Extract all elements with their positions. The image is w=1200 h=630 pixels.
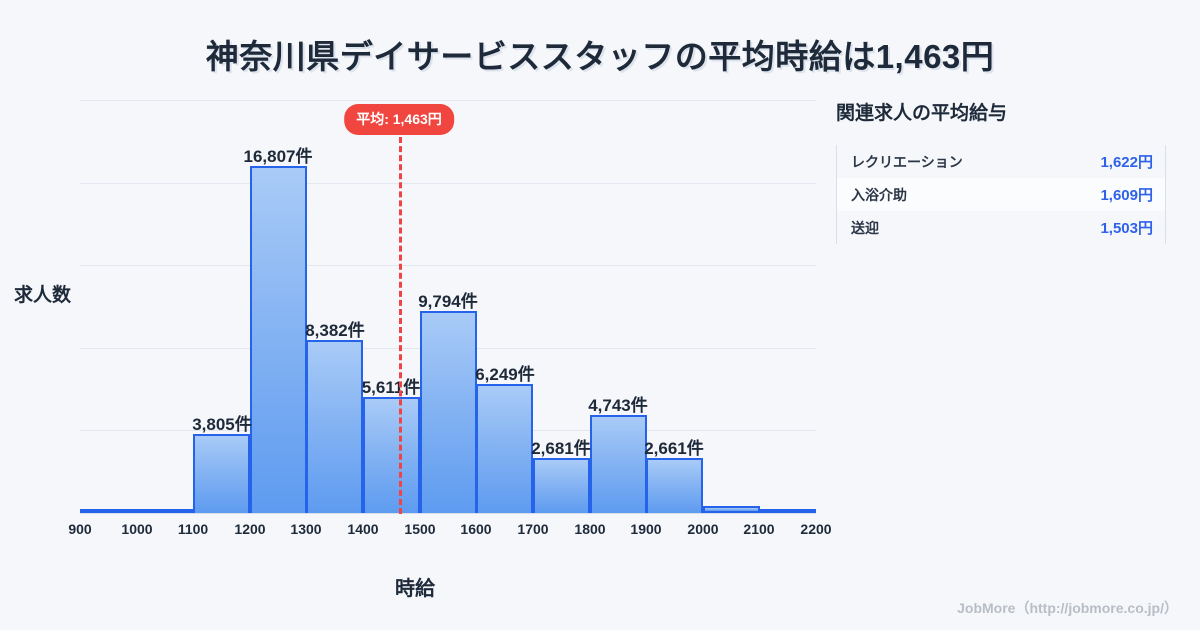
x-axis-tick-label: 1900 — [630, 521, 662, 537]
histogram-bar — [476, 384, 533, 513]
x-axis-tick-label: 1300 — [290, 521, 322, 537]
histogram-bar — [646, 458, 703, 513]
footer-watermark: JobMore（http://jobmore.co.jp/） — [957, 600, 1178, 616]
x-axis-tick-label: 1500 — [404, 521, 436, 537]
x-axis-tick-label: 2200 — [800, 521, 832, 537]
histogram-bar — [193, 434, 250, 513]
x-axis-tick-label: 2000 — [687, 521, 719, 537]
histogram-bar — [533, 458, 590, 513]
bar-value-label: 4,743件 — [588, 396, 648, 415]
x-axis-tick-label: 1100 — [177, 521, 209, 537]
histogram-chart: 3,805件 16,807件 8,382件 5,611件 9,794件 6,249件 2,6… — [14, 100, 832, 600]
related-job-value: 1,609円 — [1100, 187, 1153, 204]
bar-value-label: 8,382件 — [305, 321, 365, 340]
x-axis-tick-label: 1200 — [234, 521, 266, 537]
related-job-value: 1,503円 — [1100, 220, 1153, 237]
related-jobs-panel: 関連求人の平均給与 レクリエーション 1,622円入浴介助 1,609円送迎 1,50… — [836, 98, 1176, 244]
related-job-row[interactable]: 入浴介助 1,609円 — [837, 178, 1165, 211]
related-jobs-heading: 関連求人の平均給与 — [836, 103, 1008, 124]
histogram-bar — [759, 509, 816, 513]
x-axis-tick-label: 1800 — [574, 521, 606, 537]
page-title: 神奈川県デイサービススタッフの平均時給は1,463円 — [205, 38, 995, 75]
histogram-bar — [306, 340, 363, 513]
x-axis-tick-label: 1700 — [517, 521, 549, 537]
x-axis-tick-label: 2100 — [743, 521, 775, 537]
average-line — [399, 128, 402, 514]
gridline — [80, 100, 816, 101]
x-axis-tick-label: 1400 — [347, 521, 379, 537]
x-axis-tick-label: 1600 — [460, 521, 492, 537]
bar-value-label: 2,681件 — [531, 439, 591, 458]
x-axis-title: 時給 — [395, 578, 435, 600]
histogram-bar — [250, 166, 307, 513]
histogram-bar — [363, 397, 420, 513]
related-job-row[interactable]: 送迎 1,503円 — [837, 211, 1165, 244]
histogram-bar — [420, 311, 477, 513]
histogram-bar — [80, 509, 137, 513]
related-jobs-table: レクリエーション 1,622円入浴介助 1,609円送迎 1,503円 — [836, 145, 1166, 244]
bar-value-label: 3,805件 — [192, 415, 252, 434]
histogram-bar — [590, 415, 647, 513]
average-badge: 平均: 1,463円 — [344, 104, 454, 135]
related-job-value: 1,622円 — [1100, 154, 1153, 171]
bar-value-label: 16,807件 — [243, 147, 313, 166]
x-axis-baseline — [80, 513, 816, 514]
related-job-row[interactable]: レクリエーション 1,622円 — [837, 145, 1165, 178]
related-job-label: 入浴介助 — [851, 186, 907, 203]
bar-value-label: 9,794件 — [418, 292, 478, 311]
x-axis-tick-label: 1000 — [121, 521, 153, 537]
bar-value-label: 2,661件 — [644, 439, 704, 458]
y-axis-title: 求人数 — [14, 285, 72, 306]
bar-value-label: 5,611件 — [361, 378, 421, 397]
histogram-bar — [703, 506, 760, 513]
histogram-bar — [137, 509, 194, 513]
gridline — [80, 265, 816, 266]
related-job-label: 送迎 — [851, 219, 879, 236]
gridline — [80, 183, 816, 184]
related-job-label: レクリエーション — [851, 153, 963, 170]
bar-value-label: 6,249件 — [475, 365, 535, 384]
x-axis-tick-label: 900 — [68, 521, 92, 537]
